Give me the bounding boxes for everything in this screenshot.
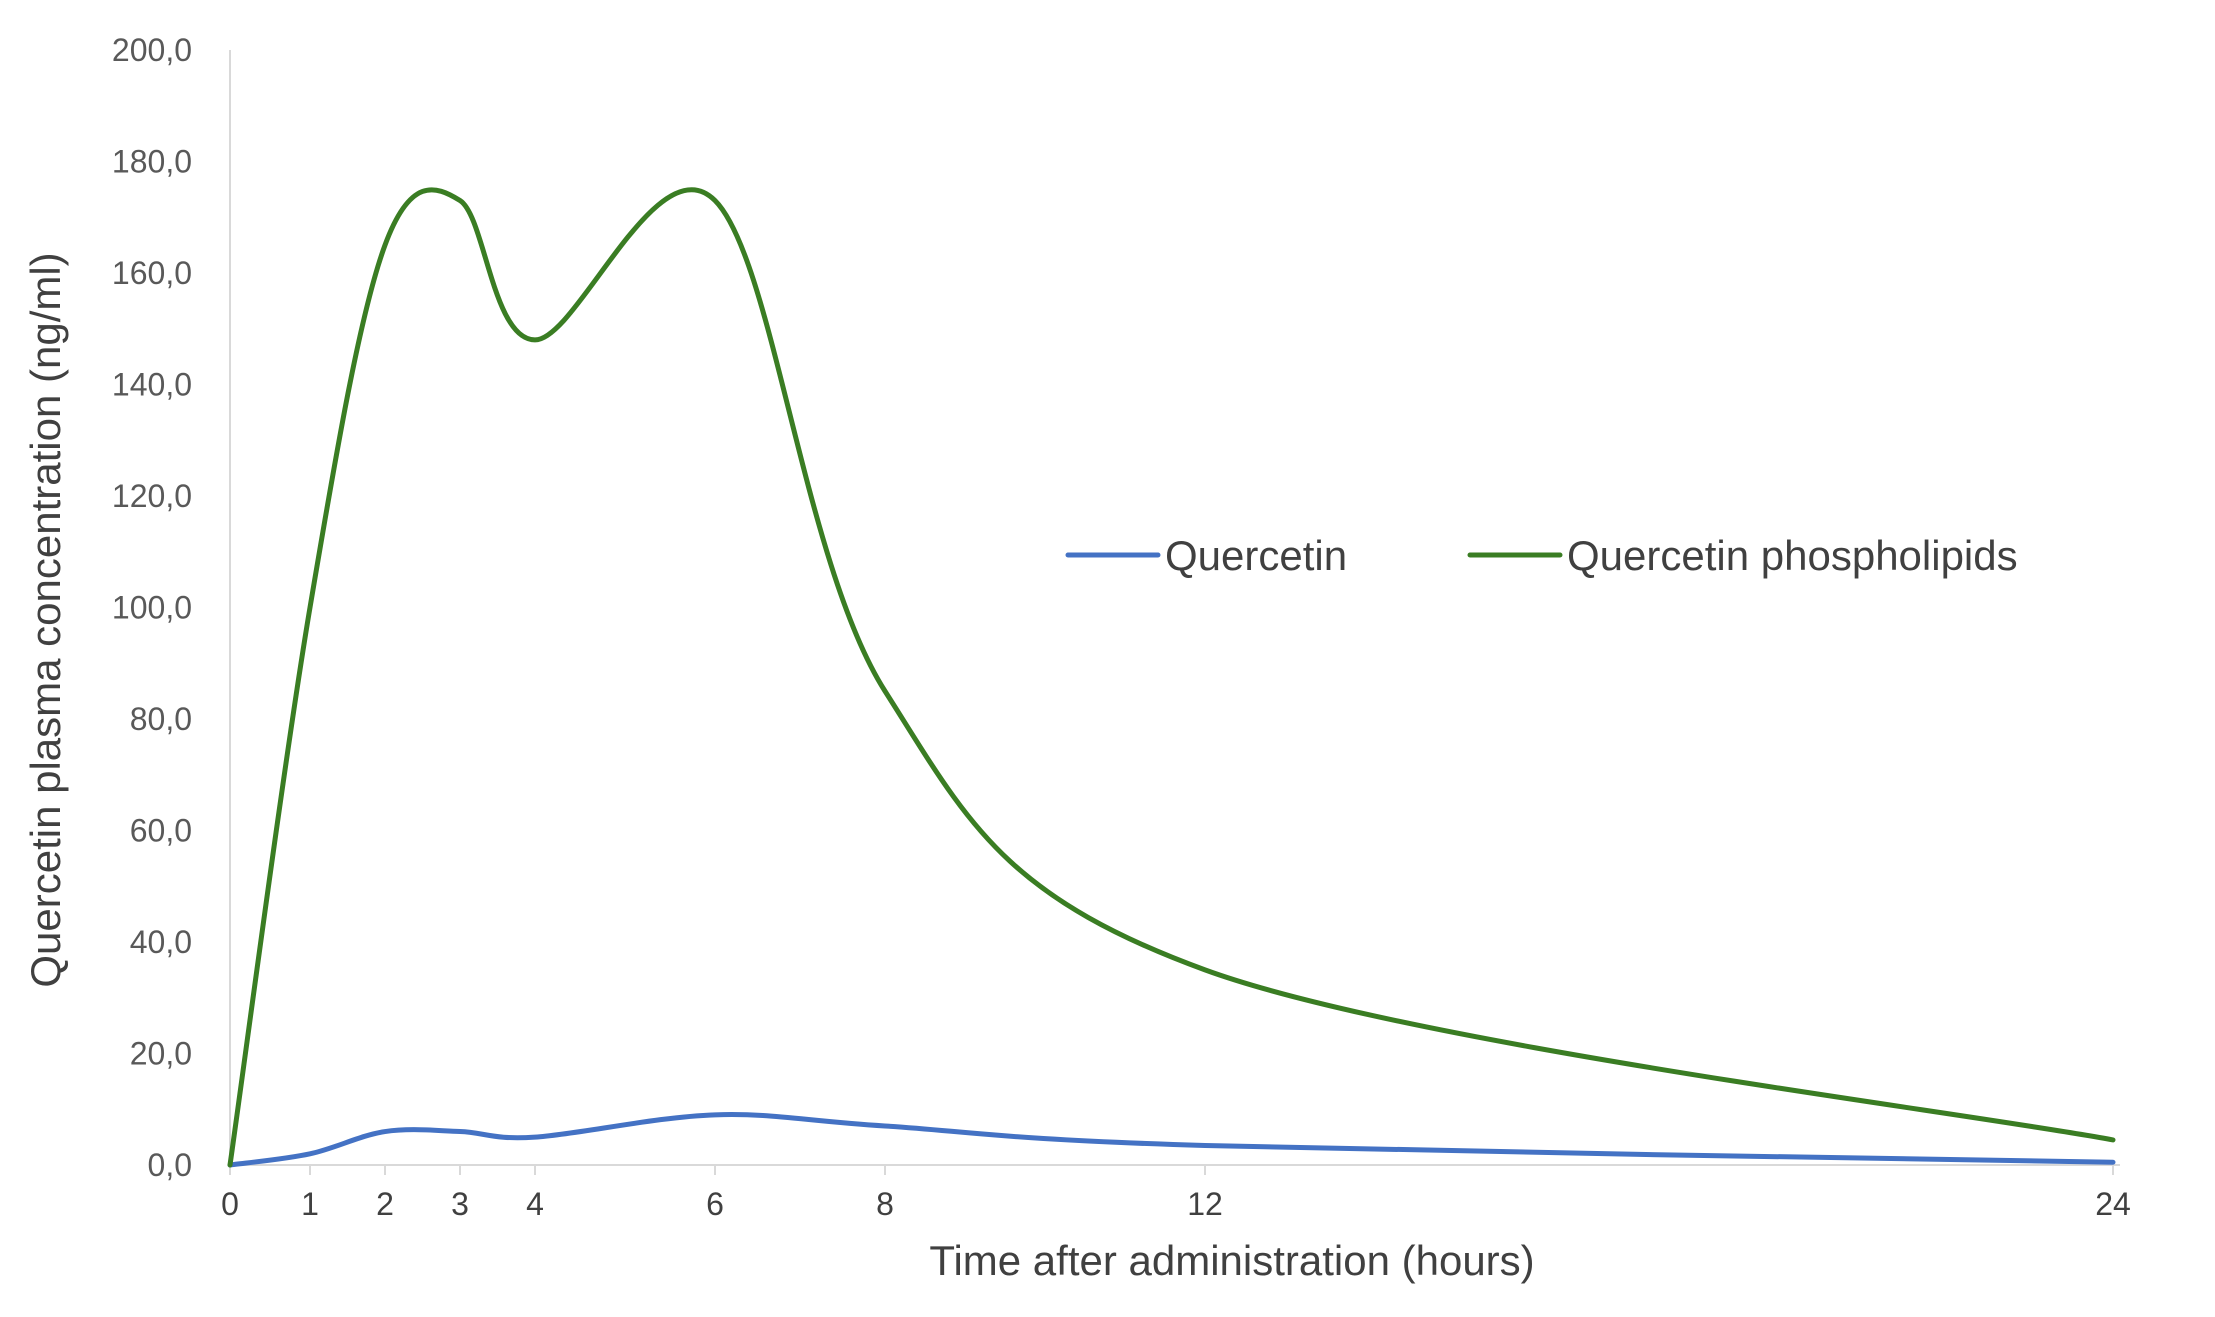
y-tick-label: 100,0 [112, 590, 192, 626]
x-tick-label: 0 [221, 1186, 239, 1222]
x-tick-label: 1 [301, 1186, 319, 1222]
x-tick-label: 6 [706, 1186, 724, 1222]
axes: 0,0 20,0 40,0 60,0 80,0 100,0 120,0 140,0 160,0 1… [112, 32, 2131, 1222]
series-line-quercetin-phospholipids [227, 187, 2116, 1168]
series-line-quercetin [227, 1112, 2116, 1168]
y-tick-label: 40,0 [130, 924, 192, 960]
y-tick-label: 20,0 [130, 1036, 192, 1072]
y-tick-label: 60,0 [130, 813, 192, 849]
x-tick-label: 24 [2095, 1186, 2131, 1222]
x-tick-label: 4 [526, 1186, 544, 1222]
x-tick-label: 2 [376, 1186, 394, 1222]
series-layer [227, 187, 2116, 1168]
y-tick-label: 160,0 [112, 255, 192, 291]
y-tick-label: 180,0 [112, 144, 192, 180]
y-tick-label: 200,0 [112, 32, 192, 68]
y-tick-label: 80,0 [130, 701, 192, 737]
y-tick-label: 120,0 [112, 478, 192, 514]
y-tick-label: 140,0 [112, 367, 192, 403]
legend-label-quercetin: Quercetin [1165, 532, 1347, 579]
legend-label-quercetin-phospholipids: Quercetin phospholipids [1567, 532, 2018, 579]
y-axis-title: Quercetin plasma concentration (ng/ml) [22, 252, 69, 987]
x-tick-label: 3 [451, 1186, 469, 1222]
x-axis-title: Time after administration (hours) [929, 1237, 1534, 1284]
x-tick-label: 8 [876, 1186, 894, 1222]
x-tick-label: 12 [1187, 1186, 1223, 1222]
legend: Quercetin Quercetin phospholipids [1065, 532, 2018, 579]
y-tick-label: 0,0 [148, 1147, 192, 1183]
